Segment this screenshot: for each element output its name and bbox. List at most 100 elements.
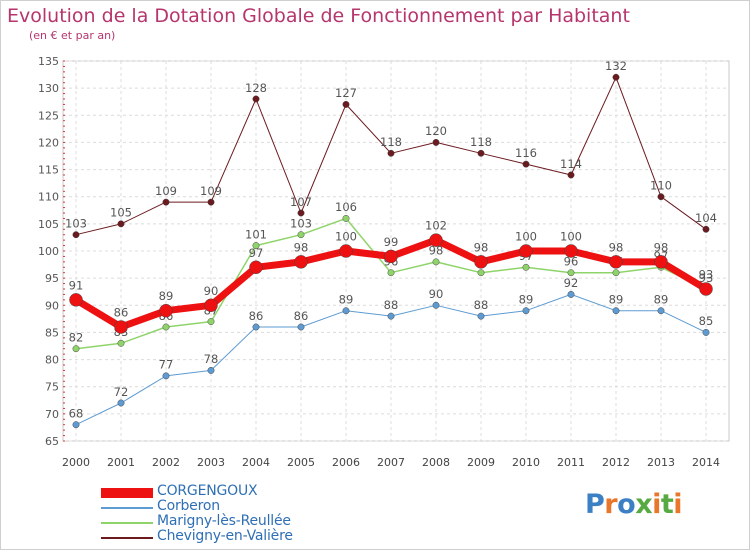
legend-label: Chevigny-en-Valière <box>157 528 293 544</box>
data-point <box>159 303 173 318</box>
x-tick-label: 2001 <box>107 456 135 469</box>
data-label: 132 <box>605 59 627 73</box>
data-point <box>342 214 350 222</box>
data-label: 88 <box>474 298 489 312</box>
data-label: 96 <box>564 255 579 269</box>
y-tick-label: 120 <box>38 136 59 149</box>
data-point <box>162 372 170 380</box>
data-label: 93 <box>699 271 714 285</box>
legend-swatch <box>101 522 153 524</box>
data-point <box>114 320 128 334</box>
y-tick-label: 110 <box>38 191 59 204</box>
legend-swatch <box>101 507 153 509</box>
data-label: 93 <box>699 268 714 282</box>
x-tick-label: 2009 <box>467 456 495 469</box>
data-label: 98 <box>474 240 489 254</box>
data-label: 118 <box>470 135 492 149</box>
data-point <box>162 198 170 206</box>
data-point <box>657 193 665 201</box>
data-point <box>69 293 83 307</box>
data-label: 89 <box>519 293 534 307</box>
data-label: 128 <box>245 81 267 95</box>
data-label: 86 <box>249 309 264 323</box>
logo-letter: P <box>585 489 605 520</box>
y-tick-label: 90 <box>45 299 59 312</box>
y-tick-label: 85 <box>45 326 59 339</box>
data-label: 98 <box>609 240 624 254</box>
data-label: 100 <box>515 230 537 244</box>
data-point <box>564 244 578 258</box>
data-label: 120 <box>425 124 447 138</box>
x-tick-label: 2012 <box>602 456 630 469</box>
data-point <box>387 149 395 157</box>
data-point <box>522 160 530 168</box>
data-label: 90 <box>429 287 444 301</box>
logo-letter: o <box>617 489 636 520</box>
y-tick-label: 125 <box>38 109 59 122</box>
data-point <box>477 149 485 157</box>
data-label: 127 <box>335 86 357 100</box>
data-label: 86 <box>294 309 309 323</box>
data-point <box>342 307 350 315</box>
data-label: 98 <box>429 244 444 258</box>
data-point <box>207 366 215 374</box>
legend-label: Corberon <box>157 498 220 514</box>
data-label: 110 <box>650 179 672 193</box>
data-point <box>72 231 80 239</box>
data-label: 68 <box>69 407 84 421</box>
data-point <box>252 95 260 103</box>
x-tick-label: 2014 <box>692 456 720 469</box>
chart-title: Evolution de la Dotation Globale de Fonc… <box>7 5 630 27</box>
data-point <box>207 318 215 326</box>
data-label: 89 <box>654 293 669 307</box>
data-label: 82 <box>69 331 84 345</box>
logo-letter: i <box>652 489 661 520</box>
data-point <box>294 255 308 269</box>
legend-label: Marigny-lès-Reullée <box>157 513 291 529</box>
data-label: 89 <box>609 293 624 307</box>
data-label: 92 <box>564 276 579 290</box>
data-point <box>612 307 620 315</box>
data-point <box>474 255 488 269</box>
x-tick-label: 2005 <box>287 456 315 469</box>
x-tick-label: 2007 <box>377 456 405 469</box>
data-point <box>387 312 395 320</box>
data-label: 78 <box>204 352 219 366</box>
data-point <box>522 263 530 271</box>
logo-letter: x <box>635 489 653 520</box>
data-point <box>429 233 443 247</box>
data-label: 100 <box>560 230 582 244</box>
data-label: 101 <box>245 227 267 241</box>
data-label: 90 <box>204 284 219 298</box>
data-point <box>72 345 80 353</box>
data-point <box>297 323 305 331</box>
data-point <box>117 220 125 228</box>
data-label: 77 <box>159 358 174 372</box>
data-point <box>702 225 710 233</box>
legend-label: CORGENGOUX <box>157 483 258 499</box>
data-point <box>609 255 623 269</box>
data-label: 118 <box>380 135 402 149</box>
y-tick-label: 70 <box>45 408 59 421</box>
data-point <box>297 231 305 239</box>
x-tick-label: 2011 <box>557 456 585 469</box>
data-point <box>162 323 170 331</box>
data-label: 109 <box>200 184 222 198</box>
data-point <box>339 244 353 258</box>
legend-swatch <box>101 488 153 498</box>
data-point <box>477 269 485 277</box>
y-tick-label: 65 <box>45 435 59 448</box>
data-label: 107 <box>290 195 312 209</box>
data-label: 88 <box>384 298 399 312</box>
proxiti-logo: Proxiti <box>585 489 683 520</box>
data-point <box>612 269 620 277</box>
data-label: 116 <box>515 146 537 160</box>
data-label: 98 <box>294 240 309 254</box>
data-point <box>654 255 668 269</box>
data-point <box>297 209 305 217</box>
y-tick-label: 130 <box>38 82 59 95</box>
data-point <box>567 171 575 179</box>
x-tick-label: 2002 <box>152 456 180 469</box>
data-label: 89 <box>159 289 174 303</box>
logo-letter: r <box>604 489 618 520</box>
